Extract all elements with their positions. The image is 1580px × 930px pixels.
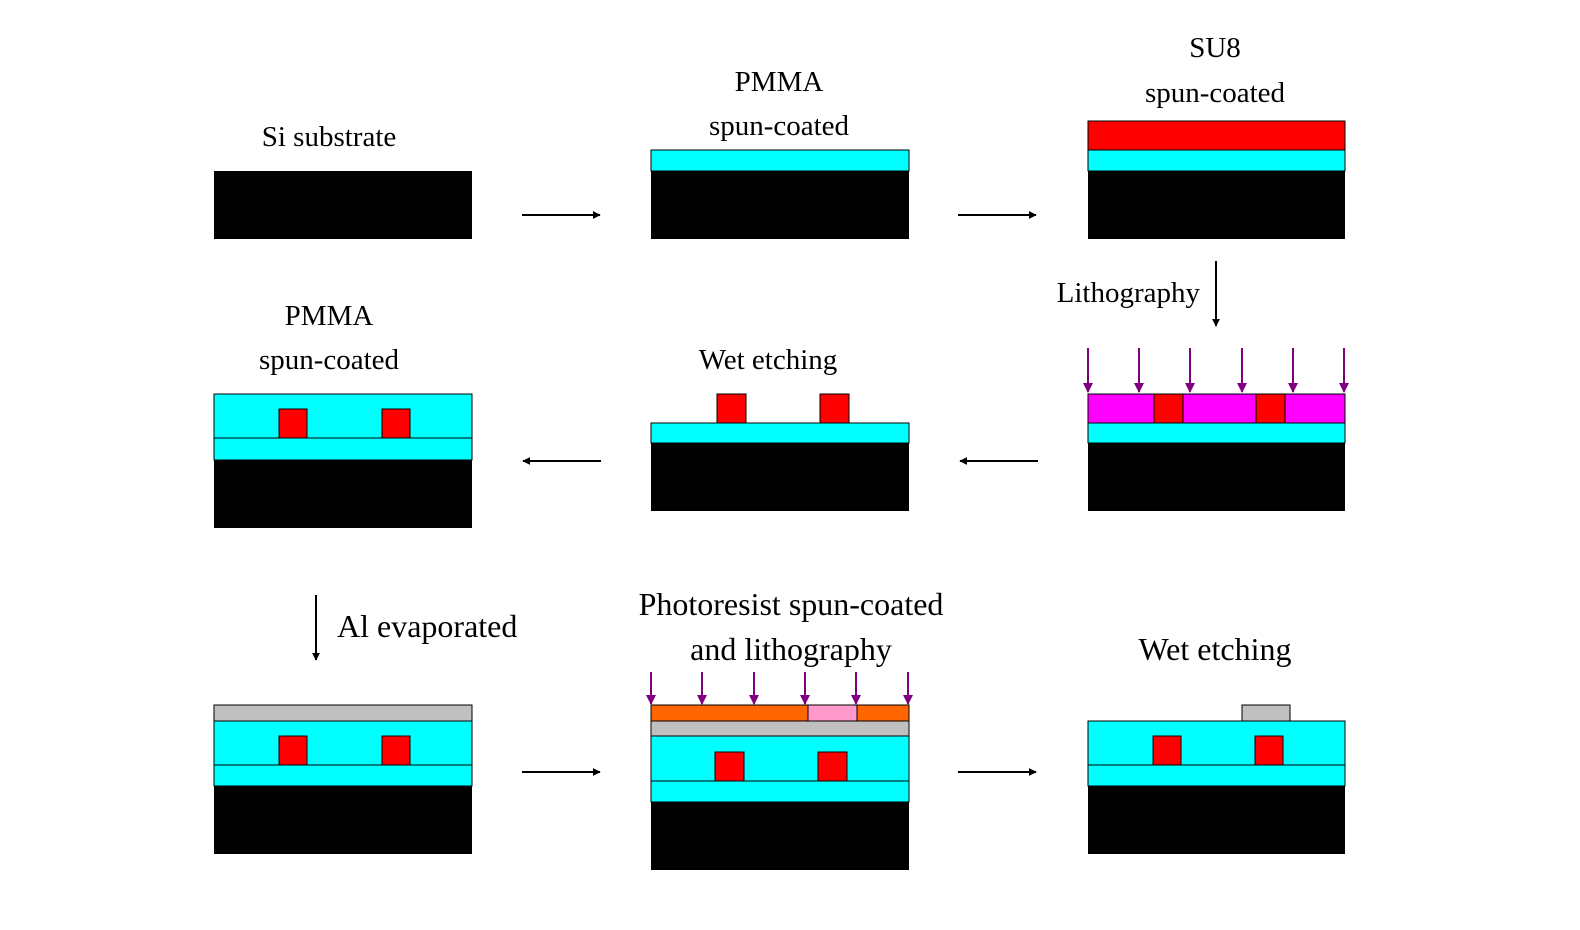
photoresist-layer <box>650 704 910 722</box>
pmma-cladding-layer <box>650 735 910 782</box>
uv-exposure-arrows <box>1083 348 1349 393</box>
pmma-layer <box>213 764 473 787</box>
su8-block <box>1255 393 1286 424</box>
si-substrate-layer <box>1088 171 1345 239</box>
pmma-layer <box>650 149 910 172</box>
si-substrate-layer <box>651 443 909 511</box>
step-label-line1: PMMA <box>735 66 824 98</box>
pmma-cladding-layer <box>213 393 473 439</box>
su8-block <box>278 408 308 439</box>
su8-layer <box>1087 120 1346 151</box>
step-label-line1: PMMA <box>285 300 374 332</box>
si-substrate-layer <box>214 786 472 854</box>
su8-block <box>819 393 850 424</box>
su8-block <box>1254 735 1284 766</box>
step-label-line2: and lithography <box>690 631 892 667</box>
step-label-line1: Photoresist spun-coated <box>639 586 944 622</box>
step-label: Wet etching <box>699 344 838 376</box>
si-substrate-layer <box>1088 443 1345 511</box>
exposed-su8-layer <box>1087 393 1346 424</box>
pmma-cladding-layer <box>213 720 473 766</box>
su8-block <box>1153 393 1184 424</box>
pmma-layer <box>213 437 473 461</box>
pmma-layer <box>1087 149 1346 172</box>
su8-block <box>817 751 848 782</box>
step-label-line2: spun-coated <box>259 344 400 376</box>
transition-label: Al evaporated <box>337 608 517 644</box>
si-substrate-layer <box>651 171 909 239</box>
step-label: Wet etching <box>1139 631 1292 667</box>
si-substrate-layer <box>651 802 909 870</box>
pmma-cladding-layer <box>1087 720 1346 766</box>
uv-exposure-arrows <box>646 672 913 705</box>
step-pmma-cladding: PMMA spun-coated <box>213 300 473 528</box>
aluminum-layer <box>650 720 910 737</box>
su8-block <box>716 393 747 424</box>
step-label: Si substrate <box>262 121 397 153</box>
su8-block <box>278 735 308 766</box>
step-label-line1: SU8 <box>1189 32 1241 64</box>
step-photoresist-lithography: Photoresist spun-coated and lithography <box>639 586 944 870</box>
exposed-photoresist <box>807 704 858 722</box>
step-si-substrate: Si substrate <box>214 121 472 239</box>
pmma-layer <box>1087 764 1346 787</box>
aluminum-electrode <box>1241 704 1291 722</box>
si-substrate-layer <box>1088 786 1345 854</box>
pmma-layer <box>650 422 910 444</box>
aluminum-layer <box>213 704 473 722</box>
step-wet-etching-su8: Wet etching <box>650 344 910 511</box>
su8-block <box>381 408 411 439</box>
step-su8-coated: SU8 spun-coated <box>1087 32 1346 239</box>
su8-block <box>381 735 411 766</box>
transition-al-evaporated: Al evaporated <box>312 595 517 661</box>
transition-lithography: Lithography <box>1057 261 1220 327</box>
transition-label: Lithography <box>1057 277 1201 309</box>
step-wet-etching-al: Wet etching <box>1087 631 1346 854</box>
su8-block <box>714 751 745 782</box>
step-label-line2: spun-coated <box>709 110 850 142</box>
step-pmma-coated: PMMA spun-coated <box>650 66 910 239</box>
si-substrate-layer <box>214 171 472 239</box>
pmma-layer <box>1087 422 1346 444</box>
step-su8-exposure <box>1083 348 1349 511</box>
si-substrate-layer <box>214 460 472 528</box>
step-al-layer <box>213 704 473 854</box>
su8-block <box>1152 735 1182 766</box>
pmma-layer <box>650 780 910 803</box>
step-label-line2: spun-coated <box>1145 77 1286 109</box>
